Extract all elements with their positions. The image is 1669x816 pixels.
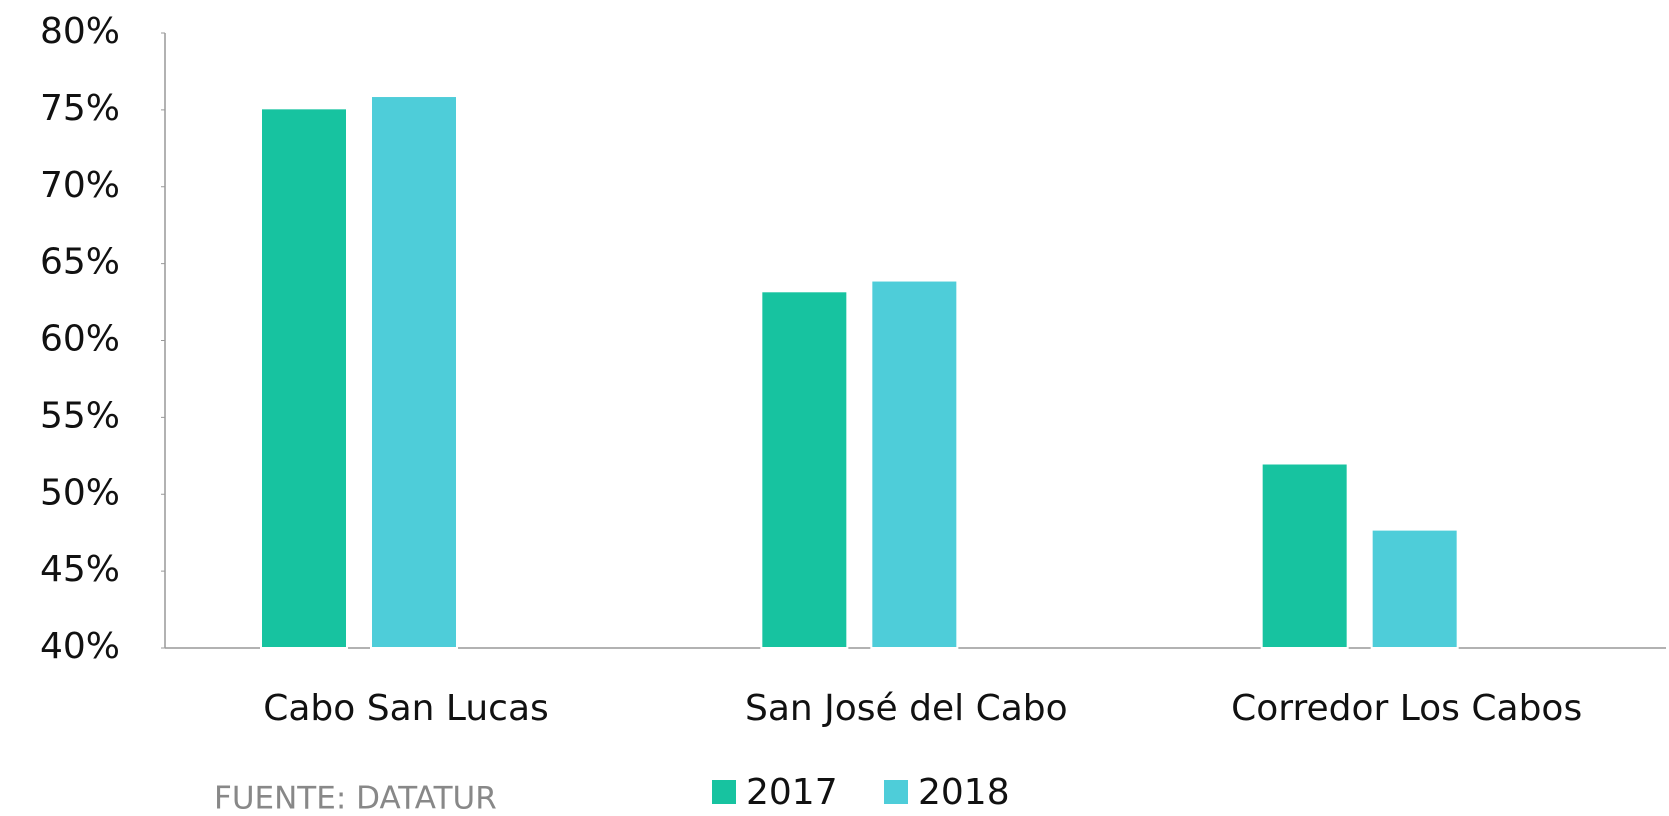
y-tick-label: 50% [40, 472, 120, 513]
source-note: FUENTE: DATATUR [214, 781, 497, 816]
bar [370, 95, 458, 650]
x-tick-label: San José del Cabo [745, 688, 1068, 729]
legend-swatch [712, 780, 736, 804]
y-tick-label: 45% [40, 549, 120, 590]
y-tick-label: 55% [40, 395, 120, 436]
bar [260, 107, 348, 649]
x-tick-label: Corredor Los Cabos [1231, 688, 1582, 729]
y-tick-label: 40% [40, 626, 120, 667]
y-tick-label: 65% [40, 242, 120, 283]
bar [870, 279, 959, 649]
y-tick-label: 80% [40, 11, 120, 52]
y-tick-label: 60% [40, 319, 120, 360]
legend-label: 2017 [746, 772, 838, 813]
y-tick-label: 70% [40, 165, 120, 206]
bar [760, 290, 849, 649]
x-tick-label: Cabo San Lucas [263, 688, 549, 729]
bar [1370, 528, 1459, 649]
y-tick-label: 75% [40, 88, 120, 129]
legend-swatch [884, 780, 908, 804]
bar [1260, 462, 1349, 649]
legend-label: 2018 [918, 772, 1010, 813]
